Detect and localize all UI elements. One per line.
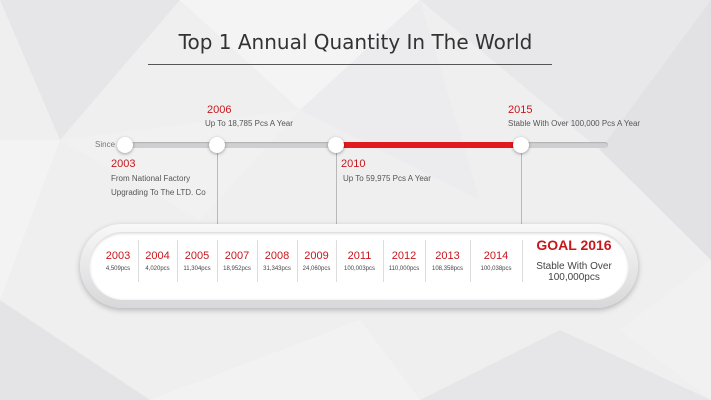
cell-divider <box>138 240 139 282</box>
cell-divider <box>257 240 258 282</box>
year-cell: 2009 24,060pcs <box>297 240 336 282</box>
connector-line-2015 <box>521 150 522 240</box>
year-cell: 2014 100,038pcs <box>470 240 522 282</box>
milestone-year-2015: 2015 <box>508 104 533 116</box>
year-label: 2011 <box>347 250 372 262</box>
goal-block: GOAL 2016 Stable With Over 100,000pcs <box>522 236 626 283</box>
year-label: 2008 <box>264 250 290 262</box>
year-cell: 2008 31,343pcs <box>257 240 297 282</box>
connector-line-2006 <box>217 150 218 240</box>
year-label: 2009 <box>304 250 329 262</box>
year-label: 2004 <box>145 250 170 262</box>
year-label: 2013 <box>435 250 460 262</box>
timeline-node-2010 <box>328 137 344 153</box>
year-quantity: 100,003pcs <box>343 266 376 272</box>
timeline-highlight-segment <box>336 142 522 148</box>
goal-title: GOAL 2016 <box>536 237 612 253</box>
goal-line-2: 100,000pcs <box>548 272 600 283</box>
cell-divider <box>383 240 384 282</box>
year-label: 2007 <box>224 250 250 262</box>
year-cell: 2007 18,952pcs <box>217 240 257 282</box>
year-label: 2014 <box>483 250 509 262</box>
year-quantity: 100,038pcs <box>480 266 512 272</box>
cell-divider <box>522 240 523 282</box>
page-title: Top 1 Annual Quantity In The World <box>178 30 533 54</box>
year-cell: 2004 4,020pcs <box>138 240 177 282</box>
year-quantity: 11,304pcs <box>183 266 211 272</box>
timeline-node-2006 <box>209 137 225 153</box>
year-quantity: 110,000pcs <box>388 266 420 272</box>
timeline-node-2015 <box>513 137 529 153</box>
milestone-year-2003: 2003 <box>111 158 136 170</box>
since-label: Since <box>95 140 116 149</box>
year-summary-panel <box>89 232 629 300</box>
connector-line-2010 <box>336 150 337 240</box>
milestone-year-2010: 2010 <box>341 158 366 170</box>
year-cell: 2012 110,000pcs <box>383 240 425 282</box>
year-quantity: 24,060pcs <box>302 266 331 272</box>
milestone-year-2006: 2006 <box>207 104 232 116</box>
year-label: 2012 <box>391 250 417 262</box>
year-cell: 2011 100,003pcs <box>336 240 383 282</box>
timeline-node-2003 <box>117 137 133 153</box>
year-quantity: 18,952pcs <box>223 266 251 272</box>
cell-divider <box>336 240 337 282</box>
year-quantity: 4,020pcs <box>145 266 170 272</box>
goal-line-1: Stable With Over <box>536 261 612 272</box>
cell-divider <box>177 240 178 282</box>
year-quantity: 4,509pcs <box>105 266 131 272</box>
year-cell: 2003 4,509pcs <box>98 240 138 282</box>
cell-divider <box>425 240 426 282</box>
milestone-desc-2003: From National Factory Upgrading To The L… <box>111 174 206 197</box>
year-label: 2003 <box>105 250 131 262</box>
cell-divider <box>217 240 218 282</box>
cell-divider <box>470 240 471 282</box>
year-quantity: 108,358pcs <box>431 266 464 272</box>
year-cell: 2013 108,358pcs <box>425 240 470 282</box>
year-cell: 2005 11,304pcs <box>177 240 217 282</box>
milestone-desc-2006: Up To 18,785 Pcs A Year <box>205 119 293 128</box>
milestone-desc-2010: Up To 59,975 Pcs A Year <box>343 174 431 183</box>
year-label: 2005 <box>184 250 210 262</box>
title-underline <box>148 64 552 65</box>
year-quantity: 31,343pcs <box>263 266 291 272</box>
milestone-desc-2015: Stable With Over 100,000 Pcs A Year <box>508 119 641 128</box>
cell-divider <box>297 240 298 282</box>
